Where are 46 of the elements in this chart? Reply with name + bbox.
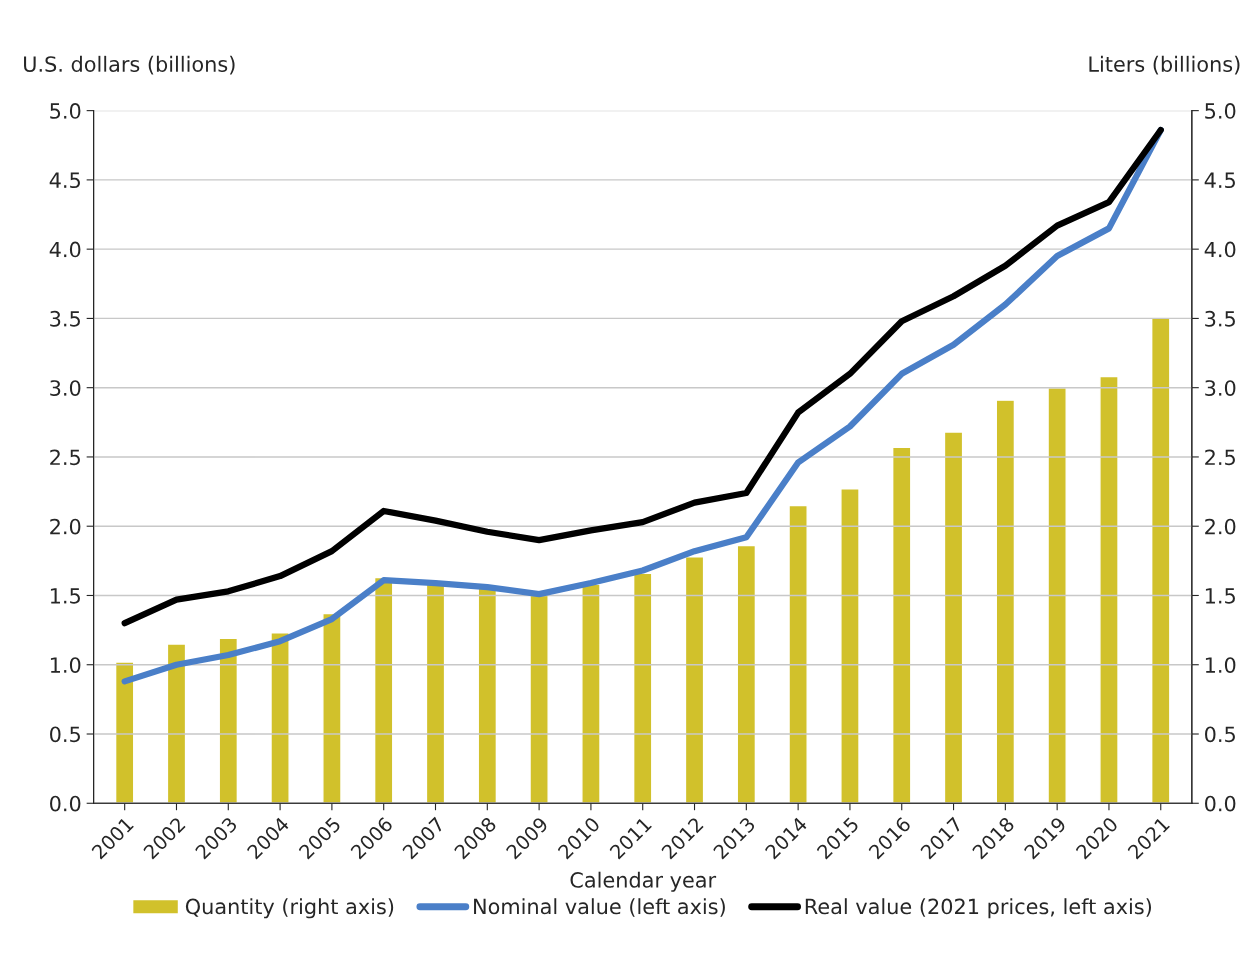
bar [218, 637, 239, 804]
bar [114, 661, 135, 804]
legend-label: Real value (2021 prices, left axis) [805, 898, 1152, 919]
y-tick-label: 1.0 [50, 657, 81, 673]
bar [736, 544, 757, 804]
y-tick-label: 2.5 [50, 449, 80, 466]
bar [995, 399, 1016, 804]
y2-tick-label: 4.5 [1204, 172, 1235, 189]
legend-label: Nominal value (left axis) [474, 898, 725, 917]
bar [891, 446, 912, 804]
bar [1150, 317, 1171, 804]
bar [373, 576, 394, 804]
x-axis-title: Calendar year [570, 871, 717, 892]
y2-tick-label: 0.5 [1205, 726, 1235, 743]
y2-tick-label: 4.0 [1204, 241, 1236, 258]
y2-tick-label: 1.5 [1205, 588, 1235, 604]
bar [1099, 375, 1119, 804]
y2-tick-label: 3.0 [1205, 380, 1236, 396]
y2-tick-label: 2.0 [1205, 518, 1236, 535]
bar [788, 504, 808, 804]
y2-tick-label: 5.0 [1205, 103, 1236, 119]
bar [840, 488, 860, 804]
y2-tick-label: 3.5 [1205, 310, 1235, 327]
bar [166, 643, 187, 804]
bar [322, 612, 342, 804]
y-tick-label: 2.0 [50, 518, 81, 535]
y-tick-label: 0.0 [50, 795, 81, 812]
bar [270, 632, 290, 804]
y-tick-label: 4.0 [49, 241, 81, 258]
bar [581, 583, 601, 804]
legend-label: Quantity (right axis) [185, 898, 394, 919]
y2-tick-label: 0.0 [1205, 795, 1236, 812]
y2-tick-label: 2.5 [1205, 449, 1235, 466]
y-tick-label: 5.0 [50, 103, 81, 119]
y2-tick-label: 1.0 [1205, 657, 1236, 673]
y-tick-label: 3.5 [50, 310, 80, 327]
bar [684, 555, 705, 804]
y-tick-label: 1.5 [50, 588, 80, 604]
y2-axis-title: Liters (billions) [1089, 55, 1240, 75]
bar [1047, 386, 1067, 804]
y-tick-label: 0.5 [50, 726, 80, 743]
y-axis-title: U.S. dollars (billions) [24, 55, 235, 75]
y-tick-label: 3.0 [50, 380, 81, 396]
bar [943, 431, 964, 804]
bar [632, 572, 653, 804]
y-tick-label: 4.5 [49, 172, 80, 189]
